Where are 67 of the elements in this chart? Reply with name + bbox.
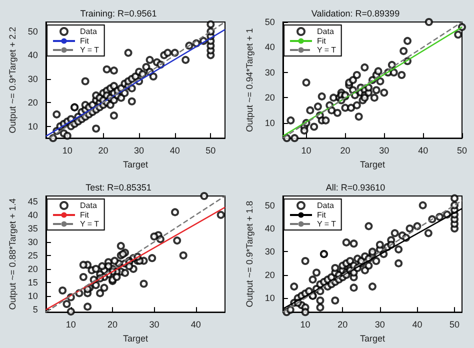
legend-label: Y = T: [317, 46, 336, 54]
x-axis-title: Target: [360, 334, 386, 344]
y-tick-label: 20: [28, 264, 38, 274]
x-tick-label: 40: [190, 320, 201, 330]
y-tick-label: 10: [28, 121, 38, 132]
y-tick-label: 5: [32, 304, 38, 314]
y-axis-title: Output ~= 0.9*Target + 2.2: [8, 26, 18, 134]
y-tick-label: 20: [264, 270, 275, 280]
legend-label: Fit: [80, 210, 90, 220]
y-tick-label: 10: [28, 290, 38, 301]
x-tick-label: 50: [456, 146, 468, 156]
x-tick-label: 40: [170, 146, 180, 156]
chart-title: All: R=0.93610: [326, 182, 386, 192]
x-axis-title: Target: [360, 160, 386, 170]
legend-label: Y = T: [80, 46, 100, 54]
x-tick-label: 10: [301, 146, 312, 156]
y-tick-label: 50: [264, 200, 275, 210]
legend-label: Fit: [80, 36, 90, 46]
y-tick-label: 50: [264, 17, 275, 27]
y-axis-title: Output ~= 0.88*Target + 1.4: [8, 198, 18, 310]
legend-label: Y = T: [80, 220, 100, 228]
x-tick-label: 20: [338, 320, 348, 330]
x-tick-label: 30: [374, 320, 385, 330]
legend-label: Fit: [317, 36, 327, 46]
y-tick-label: 30: [28, 74, 38, 84]
y-tick-label: 20: [28, 98, 38, 108]
chart-title: Test: R=0.85351: [86, 182, 152, 192]
legend-label: Data: [317, 27, 334, 36]
y-tick-label: 10: [264, 293, 275, 304]
y-tick-label: 10: [264, 118, 275, 128]
legend-label: Y = T: [317, 220, 336, 228]
y-tick-label: 40: [264, 42, 275, 52]
chart-title: Training: R=0.9561: [80, 8, 157, 18]
x-tick-label: 40: [412, 320, 422, 330]
y-tick-label: 30: [264, 246, 275, 257]
legend-label: Data: [80, 201, 98, 210]
x-tick-label: 10: [66, 320, 76, 330]
y-tick-label: 25: [28, 250, 38, 260]
x-tick-label: 50: [206, 146, 216, 156]
x-tick-label: 30: [379, 146, 390, 156]
y-axis-title: Output ~= 0.94*Target + 1: [244, 28, 254, 132]
x-tick-label: 30: [134, 146, 144, 156]
x-axis-title: Target: [122, 160, 148, 170]
x-tick-label: 50: [450, 320, 460, 330]
y-tick-label: 40: [264, 224, 275, 234]
legend-label: Data: [80, 27, 98, 36]
x-tick-label: 10: [62, 146, 72, 156]
y-tick-label: 15: [28, 277, 38, 288]
legend-label: Data: [317, 201, 334, 210]
x-tick-label: 20: [98, 146, 108, 156]
y-tick-label: 40: [28, 50, 38, 60]
x-tick-label: 20: [108, 320, 118, 330]
x-tick-label: 30: [149, 320, 160, 330]
y-tick-label: 35: [28, 223, 38, 234]
y-tick-label: 50: [28, 26, 38, 36]
legend-label: Fit: [317, 210, 327, 220]
y-tick-label: 30: [28, 236, 38, 247]
chart-title: Validation: R=0.89399: [311, 8, 400, 18]
x-tick-label: 10: [300, 320, 310, 330]
x-axis-title: Target: [122, 334, 148, 344]
x-tick-label: 40: [418, 146, 428, 156]
y-tick-label: 40: [28, 210, 38, 220]
y-tick-label: 20: [264, 92, 275, 103]
y-tick-label: 30: [264, 67, 275, 78]
x-tick-label: 20: [340, 146, 350, 156]
y-axis-title: Output ~= 0.9*Target + 1.8: [244, 200, 254, 308]
y-tick-label: 45: [28, 196, 38, 206]
